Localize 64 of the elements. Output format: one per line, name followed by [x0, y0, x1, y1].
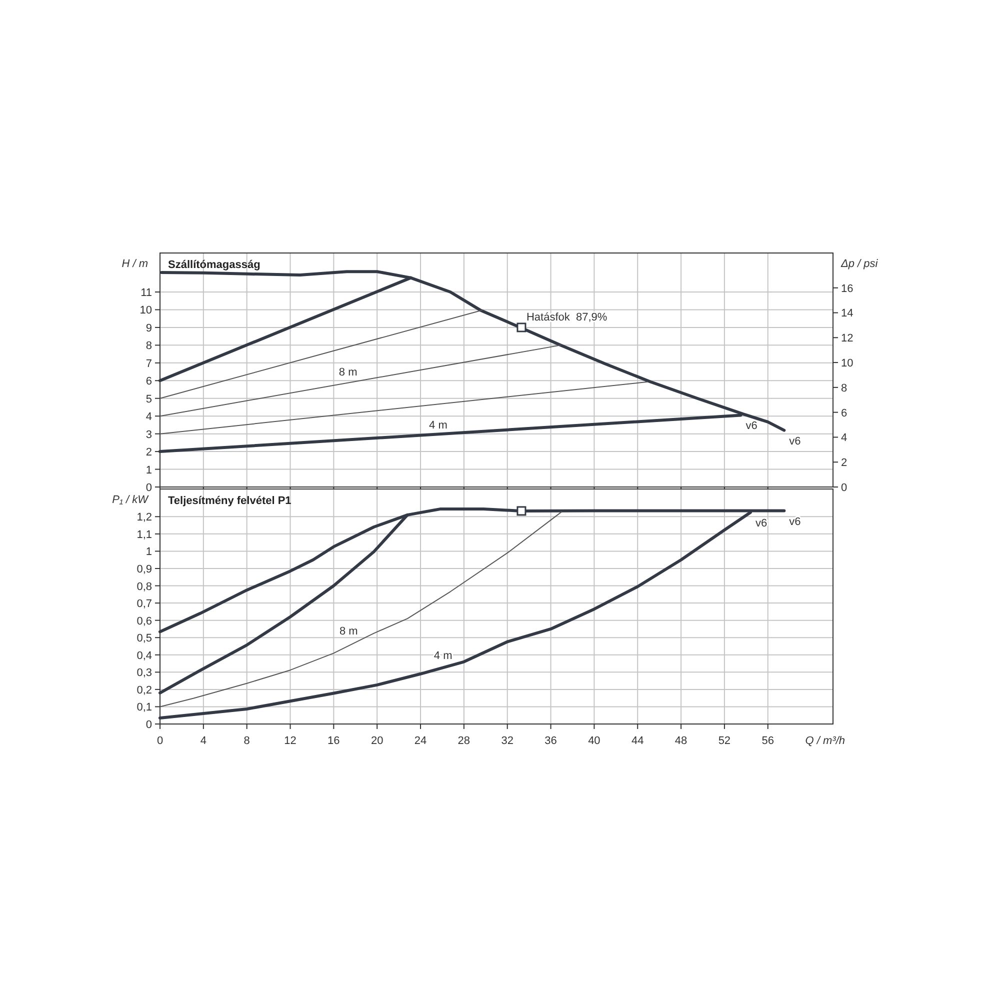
x-tick-label: 52 — [718, 735, 731, 747]
y2-tick-label: 10 — [841, 358, 854, 370]
y-tick-label: 0,7 — [136, 598, 152, 610]
y-tick-label: 0,6 — [136, 615, 152, 628]
y-tick-label: 1 — [146, 464, 152, 476]
x-tick-label: 8 — [244, 735, 250, 747]
annotation: Hatásfok 87,9% — [526, 311, 608, 324]
series-label: 8 m — [339, 626, 358, 638]
x-tick-label: 4 — [200, 735, 206, 747]
y-tick-label: 0 — [146, 719, 152, 731]
x-tick-label: 40 — [588, 735, 600, 747]
series-label: 4 m — [434, 650, 452, 662]
y-tick-label: 0,4 — [136, 650, 152, 662]
annotation: v6 — [756, 517, 768, 530]
x-tick-label: 24 — [414, 735, 427, 747]
y-tick-label: 1,1 — [136, 528, 152, 541]
x-tick-label: 28 — [458, 735, 470, 747]
y-tick-label: 10 — [140, 304, 152, 317]
y-axis-title: H / m — [122, 258, 148, 270]
x-tick-label: 32 — [501, 735, 514, 747]
y-tick-label: 0,9 — [136, 563, 152, 576]
x-tick-label: 0 — [156, 735, 164, 747]
y-tick-label: 6 — [146, 376, 152, 388]
x-axis-title: Q / m³/h — [805, 735, 845, 747]
y2-tick-label: 8 — [841, 382, 848, 394]
y2-tick-label: 2 — [841, 457, 848, 470]
y-tick-label: 8 — [146, 340, 152, 352]
x-tick-label: 56 — [762, 735, 774, 747]
annotation: v6 — [789, 516, 801, 528]
y-tick-label: 1 — [146, 546, 152, 558]
x-tick-label: 44 — [631, 735, 644, 747]
x-tick-label: 36 — [544, 735, 557, 747]
series-label: 4 m — [429, 419, 448, 432]
y-tick-label: 1,2 — [136, 512, 152, 524]
y-tick-label: 9 — [146, 322, 152, 334]
y-tick-label: 4 — [146, 411, 152, 424]
y2-tick-label: 16 — [841, 282, 854, 295]
x-tick-label: 48 — [674, 735, 688, 747]
y-tick-label: 2 — [146, 446, 152, 459]
y2-tick-label: 12 — [841, 332, 854, 345]
x-tick-label: 16 — [328, 735, 340, 747]
annotation: v6 — [789, 435, 801, 448]
y-tick-label: 7 — [146, 358, 152, 370]
text: Teljesítmény felvétel P1 — [168, 495, 292, 507]
y2-tick-label: 0 — [841, 482, 848, 494]
y-tick-label: 0,2 — [136, 684, 152, 696]
y-tick-label: 0,8 — [136, 580, 152, 593]
x-tick-label: 20 — [370, 735, 384, 747]
y2-tick-label: 14 — [841, 308, 854, 320]
y2-axis-title: Δp / psi — [840, 258, 878, 270]
y-tick-label: 0,5 — [136, 632, 152, 645]
annotation: v6 — [746, 420, 758, 432]
y-tick-label: 11 — [140, 287, 152, 299]
y2-tick-label: 6 — [841, 407, 848, 420]
y-tick-label: 3 — [146, 428, 152, 441]
y-tick-label: 0,3 — [136, 667, 152, 680]
text: Szállítómagasság — [168, 259, 260, 271]
y-tick-label: 5 — [146, 393, 152, 406]
y2-tick-label: 4 — [841, 432, 848, 444]
y-tick-label: 0 — [146, 482, 152, 494]
y-tick-label: 0,1 — [136, 702, 152, 714]
series-label: 8 m — [338, 366, 358, 379]
y-axis-title: P₁ / kW — [112, 494, 150, 506]
x-tick-label: 12 — [284, 735, 296, 747]
